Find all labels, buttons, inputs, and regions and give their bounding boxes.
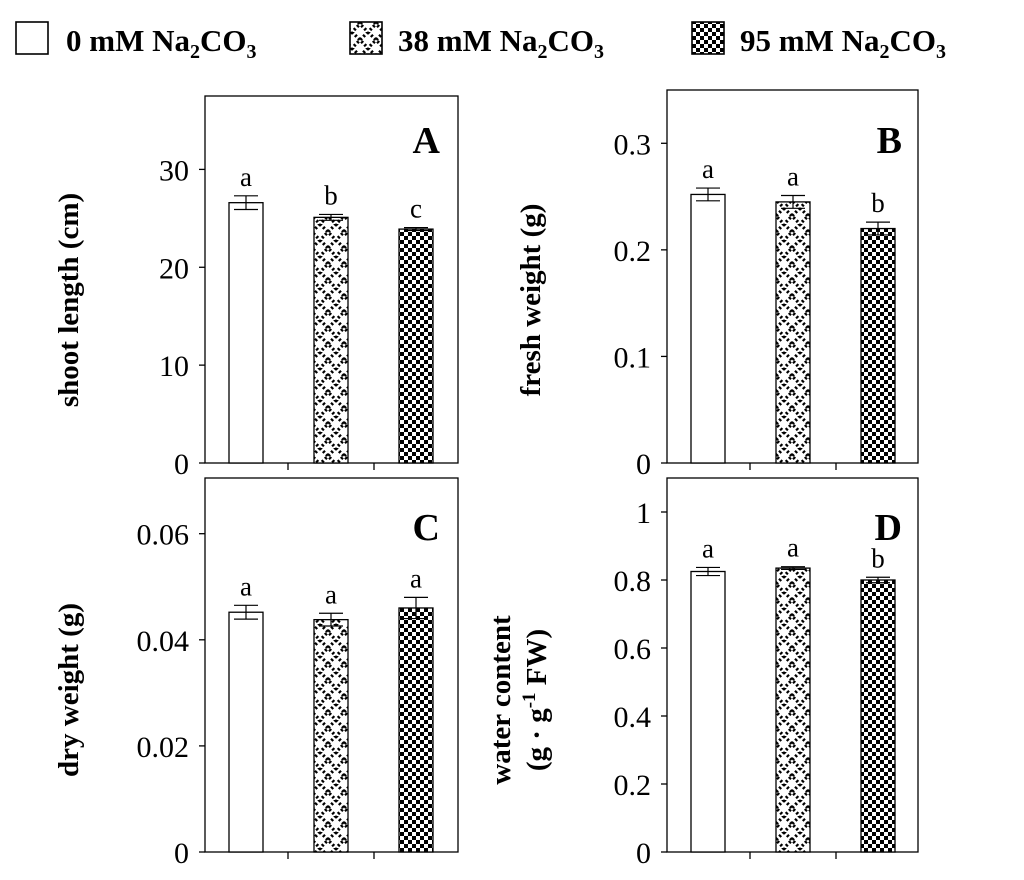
panel-d-plot: 0 0.2 0.4 0.6 0.8 1 a a b [614,477,919,870]
legend: 0 mM Na2CO3 38 mM Na2CO3 95 mM Na2CO3 [15,21,946,63]
panel-b-plot: 0 0.1 0.2 0.3 a a b [614,89,919,481]
panel-a-bar-cross [313,216,349,464]
legend-label-95mm: 95 mM Na2CO3 [740,23,946,63]
legend-label-38mm: 38 mM Na2CO3 [398,23,604,63]
panel-d-ytick-label: 0.6 [614,633,652,666]
panel-d-ytick-label: 0.4 [614,701,652,734]
panel-d-ytick-label: 0 [636,837,651,870]
panel-a-letter: A [413,120,441,162]
panel-b-bar-empty [690,193,726,464]
legend-label-0mm: 0 mM Na2CO3 [66,23,256,63]
panel-d-sig-letter: a [702,533,714,563]
panel-c-bar-empty [228,611,264,853]
panel-d-ytick-label: 0.8 [614,565,652,598]
panel-b-sig-letter: a [702,154,714,184]
legend-item-95mm: 95 mM Na2CO3 [691,21,946,63]
panel-a-sig-letter: c [410,194,422,224]
panel-a-ylabel: shoot length (cm) [53,193,85,407]
panel-a-sig-letter: a [240,162,252,192]
legend-swatch-checker [691,21,725,55]
panel-b-letter: B [877,120,902,162]
panel-d-ylabel-2: (g · g-1 FW) [519,629,553,771]
panel-c-sig-letter: a [325,579,337,609]
panel-d-ytick-label: 0.2 [614,769,652,802]
panel-d-ytick-label: 1 [636,497,651,530]
legend-item-38mm: 38 mM Na2CO3 [349,21,604,63]
panel-c-ytick-label: 0.04 [137,625,190,658]
panel-b-bar-cross [775,201,811,464]
panel-d-ylabel: water content [485,615,517,785]
panel-a-ytick-label: 30 [159,154,189,187]
panel-c-ytick-label: 0.02 [137,731,190,764]
panel-d-sig-letter: a [787,533,799,563]
legend-swatch-empty [15,21,49,55]
panel-a-ytick-label: 10 [159,350,189,383]
panel-a-plot: 0 10 20 30 a b c [159,95,459,481]
panel-c-ytick-label: 0.06 [137,519,190,552]
panel-a-ylabel-text: shoot length (cm) [53,193,85,407]
panel-c-ylabel: dry weight (g) [53,603,85,777]
panel-b-ytick-label: 0.2 [614,235,652,268]
panel-d-ylabel-line2: (g · g-1 FW) [519,629,553,771]
panel-d-bar-checker [860,579,896,853]
panel-c-sig-letter: a [410,563,422,593]
panel-c-ylabel-text: dry weight (g) [53,603,85,777]
panel-b-ylabel: fresh weight (g) [515,204,547,397]
panel-b: fresh weight (g) B [515,120,902,396]
panel-d-ylabel-line1: water content [485,615,517,785]
panel-d-sig-letter: b [871,543,885,573]
panel-c-sig-letter: a [240,571,252,601]
panel-c-plot: 0 0.02 0.04 0.06 a a a [137,477,459,870]
panel-d-letter: D [875,507,902,549]
panel-b-ytick-label: 0.3 [614,128,652,161]
panel-c-bar-checker [398,607,434,853]
panel-a-bar-checker [398,228,434,464]
panel-b-sig-letter: b [871,188,885,218]
panel-b-sig-letter: a [787,162,799,192]
panel-c: dry weight (g) C [53,507,440,777]
panel-a-bar-empty [228,202,264,464]
panel-a: shoot length (cm) A [53,120,441,407]
panel-b-ylabel-text: fresh weight (g) [515,204,547,397]
panel-a-sig-letter: b [324,180,338,210]
panel-d-bar-cross [775,567,811,853]
legend-swatch-cross [349,21,383,55]
panel-b-ytick-label: 0.1 [614,341,652,374]
legend-item-0mm: 0 mM Na2CO3 [15,21,256,63]
panel-a-ytick-label: 20 [159,252,189,285]
panel-c-letter: C [413,507,440,549]
panel-c-ytick-label: 0 [174,837,189,870]
panel-c-bar-cross [313,618,349,853]
panel-d: water content (g · g-1 FW) D [485,507,902,785]
panel-b-bar-checker [860,227,896,464]
panel-a-ytick-label: 0 [174,448,189,481]
panel-b-ytick-label: 0 [636,448,651,481]
panel-d-bar-empty [690,570,726,853]
